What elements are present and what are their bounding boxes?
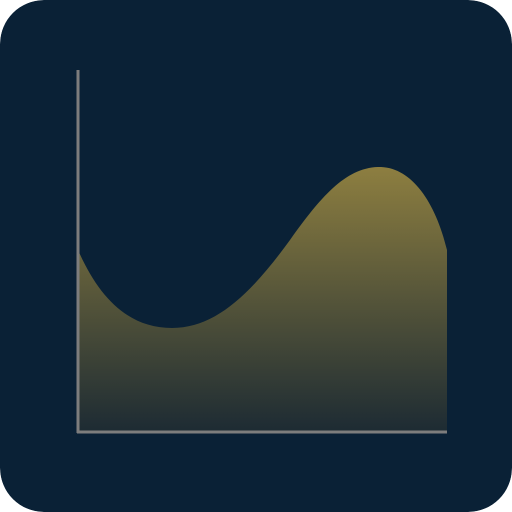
area-fill bbox=[78, 166, 447, 432]
